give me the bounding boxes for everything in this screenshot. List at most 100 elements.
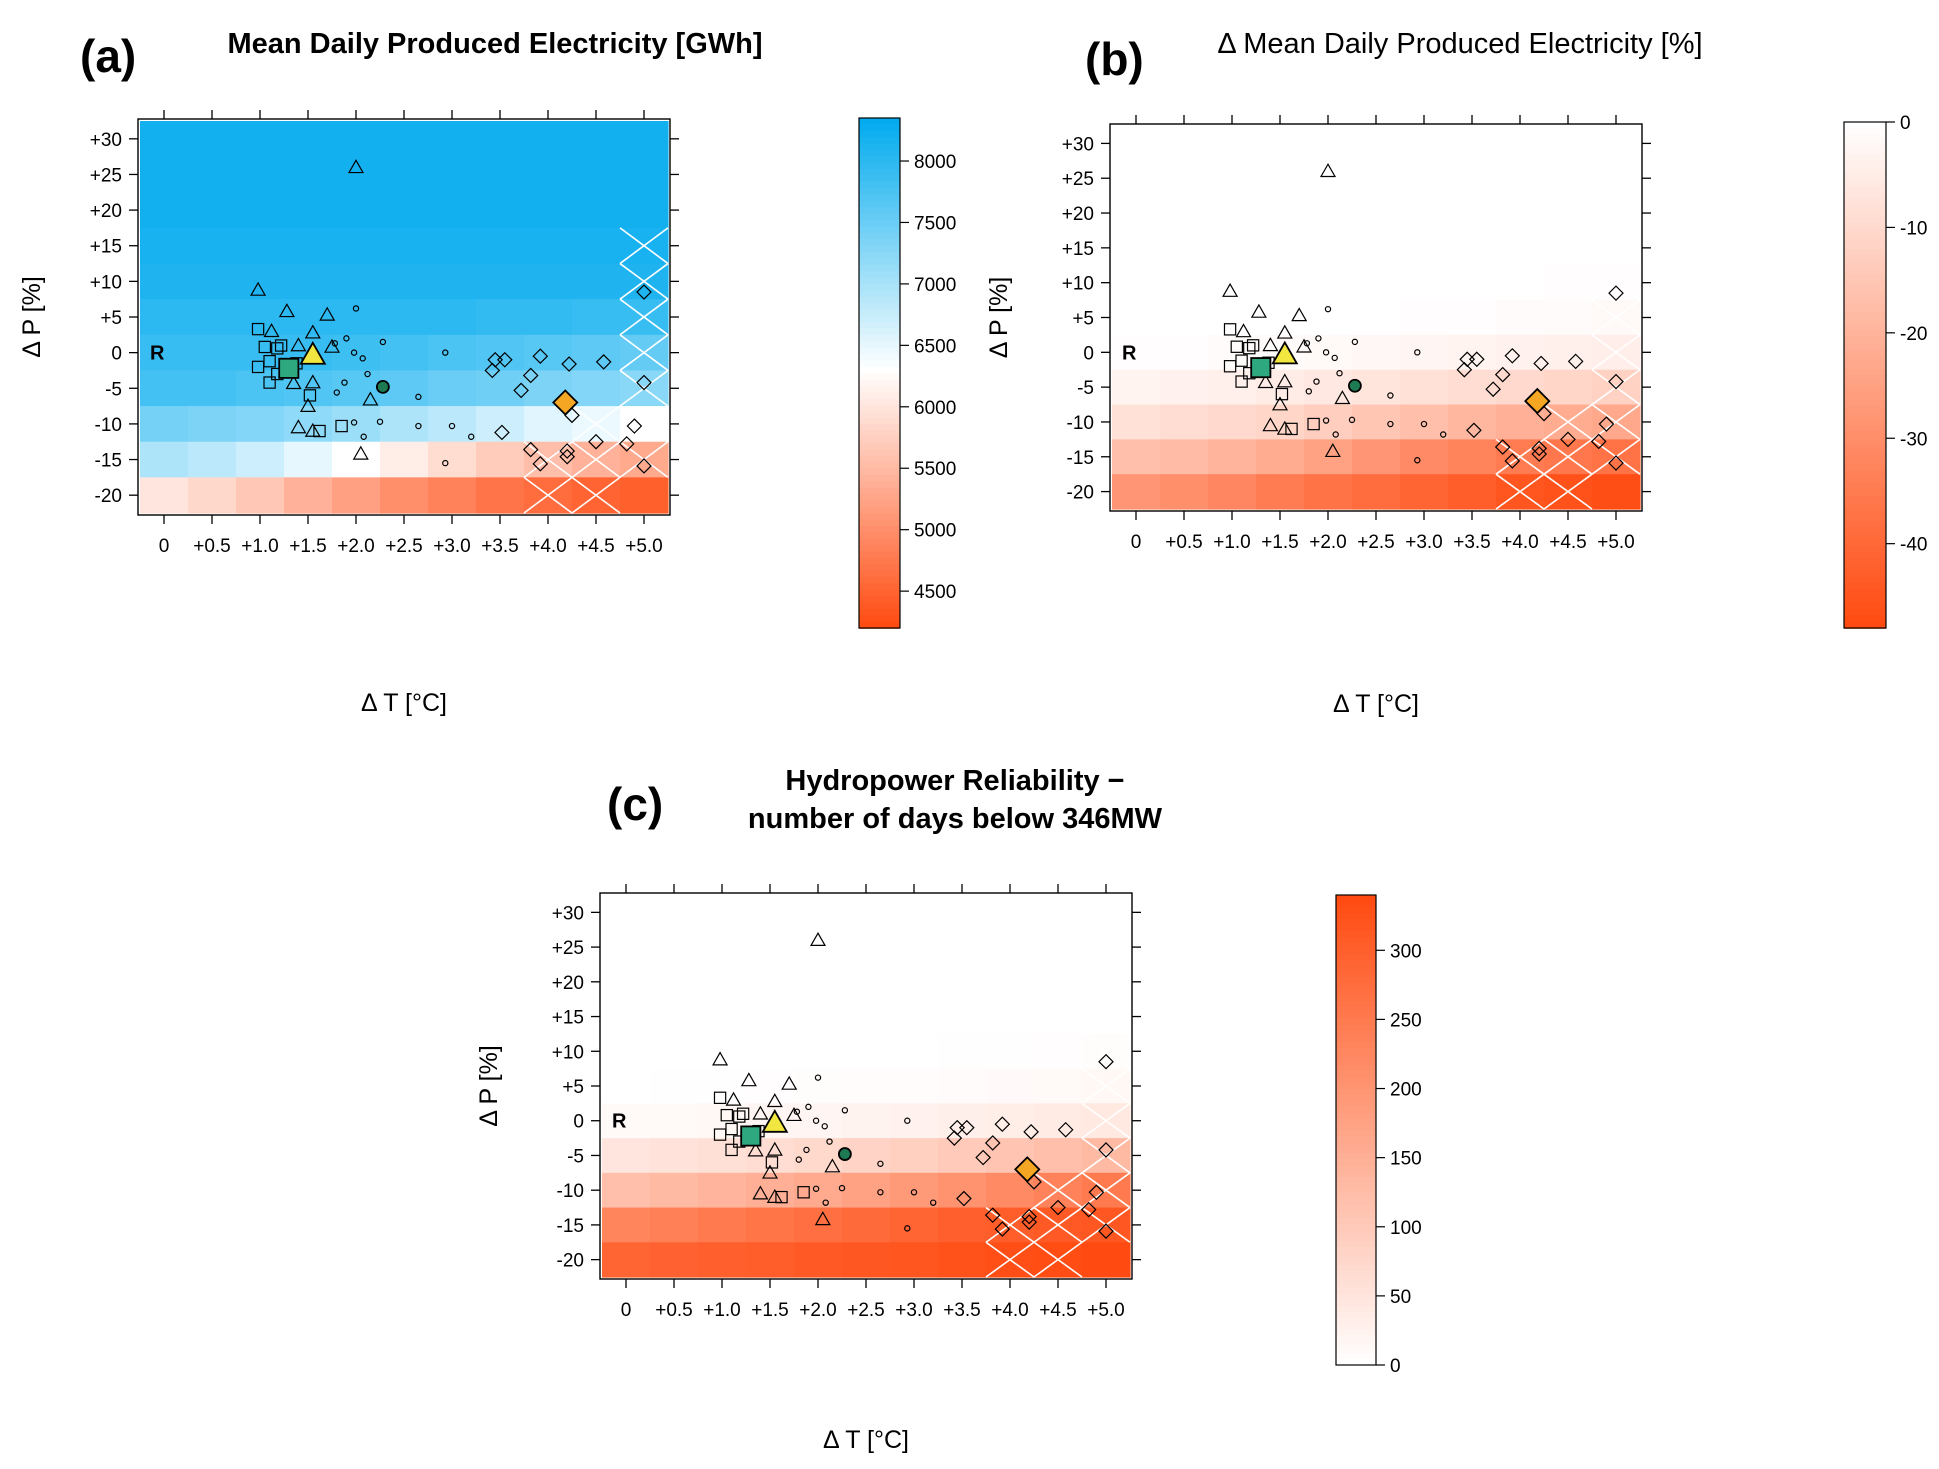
- y-tick-label: +30: [1062, 134, 1094, 155]
- heatmap-cell: [1448, 404, 1497, 440]
- triangle-marker: [761, 1108, 789, 1133]
- colorbar-tick-label: 5000: [914, 521, 956, 542]
- heatmap-cell: [380, 299, 429, 336]
- colorbar-band: [1844, 153, 1886, 161]
- colorbar-band: [1336, 1041, 1376, 1049]
- heatmap-cell: [140, 192, 189, 229]
- heatmap-cell: [1400, 474, 1449, 510]
- triangle-marker: [362, 391, 379, 406]
- circle-marker: [1322, 417, 1330, 424]
- x-tick-label: +1.0: [241, 536, 279, 557]
- diamond-marker: [1608, 373, 1624, 390]
- circle-marker: [1315, 335, 1322, 342]
- heatmap-cell: [284, 477, 333, 514]
- y-tick-label: +20: [552, 973, 584, 994]
- circle-marker: [1420, 420, 1428, 428]
- colorbar-band: [1336, 1006, 1376, 1014]
- heatmap-cell: [938, 1138, 987, 1174]
- colorbar-band: [859, 487, 900, 495]
- circle-marker: [841, 1107, 849, 1114]
- hatch-line: [1081, 1172, 1131, 1209]
- triangle-marker: [347, 159, 365, 174]
- heatmap-cell: [794, 929, 843, 966]
- colorbar-band: [1844, 122, 1886, 130]
- colorbar-band: [1336, 1212, 1376, 1219]
- colorbar-band: [1336, 1347, 1376, 1355]
- colorbar-band: [1844, 229, 1886, 237]
- colorbar-band: [1844, 305, 1886, 313]
- chart-title: Mean Daily Produced Electricity [GWh]: [228, 28, 763, 60]
- colorbar-band: [859, 283, 900, 291]
- heatmap-cell: [428, 156, 477, 193]
- colorbar-band: [1844, 476, 1886, 484]
- heatmap-cell: [428, 370, 477, 407]
- circle-marker: [350, 419, 358, 426]
- triangle-marker: [740, 1072, 757, 1087]
- heatmap-cell: [1208, 300, 1257, 336]
- y-tick-label: +5: [562, 1077, 584, 1098]
- heatmap-cell: [140, 406, 189, 443]
- colorbar-band: [859, 181, 900, 189]
- colorbar-band: [859, 271, 900, 279]
- heatmap-cell: [1034, 1033, 1083, 1070]
- circle-marker: [1414, 349, 1421, 356]
- heatmap-cell: [1256, 300, 1305, 336]
- y-tick-label: -5: [1077, 378, 1094, 399]
- colorbar-band: [1336, 1218, 1376, 1225]
- colorbar-band: [1336, 1294, 1376, 1302]
- hatch-line: [1033, 1241, 1083, 1278]
- heatmap-cell: [650, 1033, 699, 1070]
- colorbar-band: [1844, 356, 1886, 364]
- x-tick-label: +4.0: [991, 1300, 1029, 1321]
- heatmap-cell: [1160, 334, 1209, 371]
- triangle-marker: [1222, 282, 1239, 297]
- scatter-markers: [712, 931, 1114, 1240]
- heatmap-cell: [476, 477, 525, 514]
- colorbar-band: [1336, 1018, 1376, 1026]
- circle-marker: [333, 389, 340, 396]
- heatmap-cell: [332, 192, 381, 229]
- colorbar-tick-label: 6000: [914, 398, 956, 419]
- diamond-marker: [1531, 440, 1548, 457]
- square-marker: [313, 424, 326, 438]
- y-tick-label: +30: [552, 903, 584, 924]
- colorbar-band: [859, 494, 900, 502]
- heatmap-cell: [1256, 126, 1305, 162]
- diamond-marker: [522, 367, 539, 384]
- colorbar-band: [1844, 134, 1886, 142]
- y-tick-label: +15: [552, 1008, 584, 1029]
- circle-marker: [331, 340, 339, 347]
- colorbar-band: [859, 175, 900, 183]
- circle-marker: [1305, 388, 1313, 395]
- heatmap-cell: [1352, 230, 1401, 266]
- heatmap-cell: [188, 477, 237, 514]
- circle-marker: [352, 305, 360, 312]
- circle-marker: [1313, 378, 1320, 385]
- hatch-line: [1081, 1137, 1131, 1174]
- colorbar-band: [1336, 1306, 1376, 1313]
- heatmap-cell: [572, 156, 621, 193]
- diamond-marker: [1098, 1142, 1114, 1158]
- heatmap-cell: [1034, 1103, 1083, 1139]
- heatmap-cell: [938, 1033, 987, 1070]
- heatmap-cell: [698, 1138, 747, 1174]
- heatmap-cell: [938, 999, 987, 1035]
- heatmap-cell: [476, 441, 525, 478]
- colorbar-band: [859, 341, 900, 349]
- heatmap-cell: [1592, 126, 1641, 162]
- heatmap-cell: [572, 263, 621, 300]
- colorbar-band: [1336, 930, 1376, 937]
- heatmap-cell: [236, 227, 285, 265]
- heatmap-cell: [620, 156, 669, 193]
- square-marker: [797, 1186, 810, 1199]
- colorbar-band: [1844, 318, 1886, 326]
- colorbar-band: [1844, 438, 1886, 446]
- hatch-line: [1081, 998, 1131, 1035]
- colorbar-band: [1336, 959, 1376, 967]
- square-marker: [1250, 357, 1272, 379]
- y-tick-label: -15: [1067, 448, 1094, 469]
- heatmap-cell: [1160, 404, 1209, 440]
- triangle-marker: [304, 422, 321, 437]
- colorbar-band: [1336, 971, 1376, 979]
- x-tick-label: +2.0: [1309, 532, 1347, 553]
